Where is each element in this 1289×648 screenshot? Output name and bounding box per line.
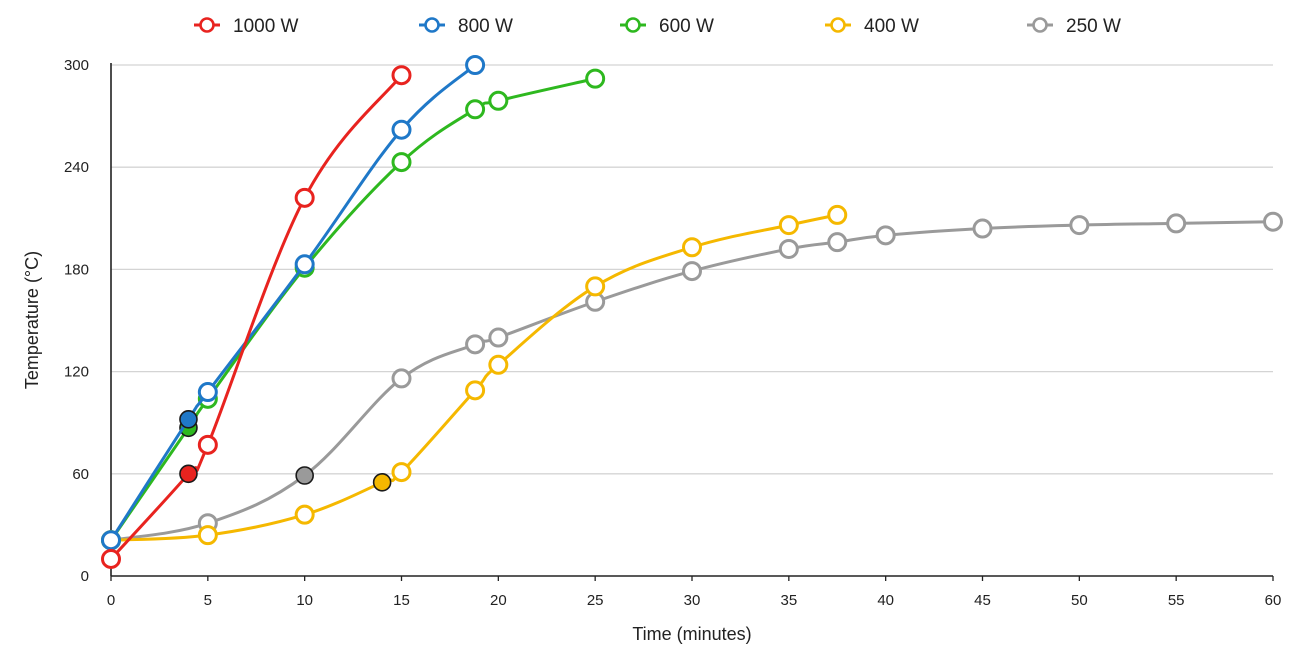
data-point xyxy=(1166,213,1187,234)
data-point xyxy=(488,90,509,111)
data-point xyxy=(778,215,799,236)
y-tick-label: 60 xyxy=(72,466,89,483)
data-point xyxy=(972,218,993,239)
x-tick-label: 55 xyxy=(1168,592,1185,609)
filled-data-point xyxy=(295,466,314,485)
data-point xyxy=(488,327,509,348)
legend-marker xyxy=(625,17,641,33)
data-point xyxy=(585,68,606,89)
y-tick-label: 120 xyxy=(64,364,89,381)
legend-label: 1000 W xyxy=(233,16,299,37)
legend-marker xyxy=(199,17,215,33)
data-point xyxy=(101,530,121,551)
x-tick-label: 30 xyxy=(684,592,701,609)
data-point xyxy=(294,187,315,208)
data-point xyxy=(391,152,412,173)
data-point xyxy=(197,525,218,546)
filled-data-point xyxy=(179,464,198,484)
series-800w xyxy=(101,55,486,551)
series-250w xyxy=(101,211,1283,551)
x-tick-label: 15 xyxy=(393,592,410,609)
x-tick-label: 45 xyxy=(974,592,991,609)
data-point xyxy=(465,380,486,401)
x-tick-labels: 0 5 10 15 20 25 30 35 40 45 50 55 60 xyxy=(107,592,1282,609)
y-tick-label: 180 xyxy=(64,261,89,278)
legend: 1000 W 800 W 600 W 400 W 250 W xyxy=(194,16,1121,37)
data-point xyxy=(778,238,799,259)
series-line xyxy=(109,63,477,542)
x-tick-label: 0 xyxy=(107,592,115,609)
data-point xyxy=(465,334,486,355)
x-tick-label: 40 xyxy=(877,592,894,609)
series-400w xyxy=(101,204,848,551)
x-tick-label: 25 xyxy=(587,592,604,609)
data-point xyxy=(391,65,412,86)
data-point xyxy=(682,237,702,258)
data-point xyxy=(294,504,315,525)
legend-marker xyxy=(830,17,846,33)
data-point xyxy=(197,382,218,403)
legend-marker xyxy=(1032,17,1048,33)
series-600w xyxy=(101,68,606,551)
y-tick-label: 300 xyxy=(64,57,89,74)
filled-data-point xyxy=(372,473,392,492)
series-line xyxy=(109,73,403,561)
data-point xyxy=(465,99,486,120)
data-point xyxy=(465,55,486,75)
x-tick-label: 20 xyxy=(490,592,507,609)
data-point xyxy=(875,225,896,246)
data-point xyxy=(1263,211,1283,232)
data-point xyxy=(197,434,218,455)
x-tick-label: 10 xyxy=(296,592,313,609)
legend-item: 1000 W xyxy=(194,16,299,37)
legend-marker xyxy=(424,17,440,33)
x-axis-title: Time (minutes) xyxy=(632,624,751,644)
y-tick-label: 240 xyxy=(64,159,89,176)
data-point xyxy=(391,119,412,140)
filled-data-point xyxy=(179,409,198,429)
series-1000w xyxy=(101,65,412,569)
data-point xyxy=(827,204,848,225)
series-line xyxy=(109,220,1275,542)
legend-label: 800 W xyxy=(458,16,513,37)
data-point xyxy=(682,261,702,282)
data-point xyxy=(101,548,121,569)
legend-item: 400 W xyxy=(825,16,919,37)
legend-item: 600 W xyxy=(620,16,714,37)
data-point xyxy=(1069,215,1090,236)
legend-label: 250 W xyxy=(1066,16,1121,37)
series-group xyxy=(101,55,1283,569)
data-point xyxy=(585,276,606,297)
data-point xyxy=(294,254,315,275)
data-point xyxy=(488,354,509,375)
x-tick-label: 50 xyxy=(1071,592,1088,609)
y-tick-labels: 0 60 120 180 240 300 xyxy=(64,57,89,585)
y-axis-title: Temperature (°C) xyxy=(22,251,42,389)
x-tick-label: 35 xyxy=(780,592,797,609)
data-point xyxy=(391,368,412,389)
legend-label: 600 W xyxy=(659,16,714,37)
legend-item: 250 W xyxy=(1027,16,1121,37)
axes xyxy=(110,63,1274,581)
y-tick-label: 0 xyxy=(81,568,89,585)
x-tick-label: 5 xyxy=(204,592,212,609)
data-point xyxy=(827,232,848,253)
legend-label: 400 W xyxy=(864,16,919,37)
legend-item: 800 W xyxy=(419,16,513,37)
x-tick-label: 60 xyxy=(1265,592,1282,609)
data-point xyxy=(391,462,412,483)
